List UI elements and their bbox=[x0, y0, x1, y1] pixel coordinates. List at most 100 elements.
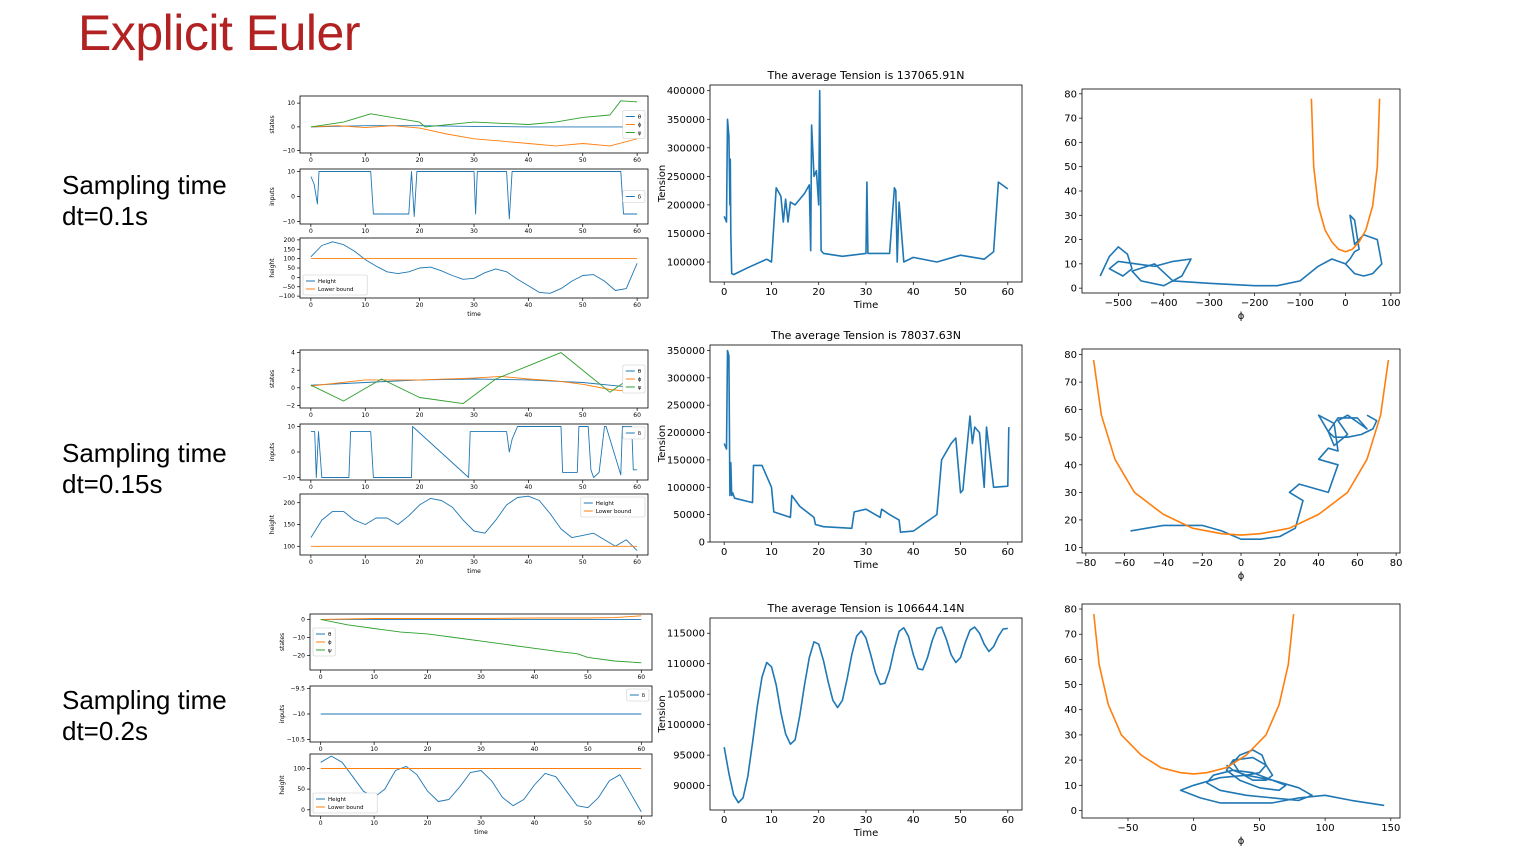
x-tick-label: 60 bbox=[633, 228, 641, 235]
series-line-1 bbox=[1092, 359, 1390, 536]
x-tick-label: 0 bbox=[721, 547, 727, 558]
legend-entry: Lower bound bbox=[328, 805, 364, 811]
series-line-ϕ bbox=[310, 125, 638, 147]
x-tick-label: 30 bbox=[860, 815, 873, 826]
x-tick-label: 10 bbox=[361, 302, 369, 309]
y-tick-label: 200 bbox=[284, 237, 296, 244]
x-tick-label: 0 bbox=[309, 559, 313, 566]
x-tick-label: 10 bbox=[765, 547, 778, 558]
x-tick-label: 150 bbox=[1381, 823, 1400, 834]
chart-r3-phase: −50 0 50 100 150 0 10 20 30 40 50 60 70 80 ϕ bbox=[1064, 603, 1401, 847]
x-tick-label: 10 bbox=[361, 484, 369, 491]
x-tick-label: 30 bbox=[470, 228, 478, 235]
y-tick-label: 10 bbox=[1064, 543, 1077, 554]
y-axis-label: Tension bbox=[657, 425, 668, 463]
x-axis-label: time bbox=[467, 311, 481, 318]
x-tick-label: 50 bbox=[579, 559, 587, 566]
y-tick-label: −100 bbox=[279, 293, 296, 300]
axes-frame bbox=[1081, 603, 1401, 819]
chart-r3-inputs: 0 10 20 30 40 50 60 −10.5 −10 −9.5 inputs δ bbox=[279, 685, 653, 753]
x-tick-label: 10 bbox=[361, 412, 369, 419]
axes-frame bbox=[1081, 348, 1401, 554]
x-tick-label: 10 bbox=[370, 674, 378, 681]
chart-r3-tension: The average Tension is 106644.14N 0 10 20 30… bbox=[657, 602, 1023, 839]
series-line-0 bbox=[723, 626, 1008, 804]
x-tick-label: 30 bbox=[477, 746, 485, 753]
x-tick-label: 50 bbox=[579, 157, 587, 164]
y-tick-label: 90000 bbox=[673, 781, 705, 792]
y-tick-label: 200000 bbox=[667, 200, 705, 211]
x-tick-label: −500 bbox=[1105, 298, 1132, 309]
x-tick-label: 0 bbox=[721, 287, 727, 298]
chart-title: The average Tension is 78037.63N bbox=[770, 329, 961, 342]
y-tick-label: 100 bbox=[294, 766, 306, 773]
x-tick-label: −40 bbox=[1153, 558, 1174, 569]
x-tick-label: 50 bbox=[954, 287, 967, 298]
x-tick-label: 80 bbox=[1390, 558, 1403, 569]
y-tick-label: 250000 bbox=[667, 401, 705, 412]
y-tick-label: 60 bbox=[1064, 138, 1077, 149]
legend-entry: ψ bbox=[328, 648, 332, 654]
x-tick-label: 50 bbox=[954, 815, 967, 826]
legend-entry: ψ bbox=[638, 385, 642, 391]
y-tick-label: 100 bbox=[284, 543, 296, 550]
y-tick-label: 10 bbox=[1064, 259, 1077, 270]
x-tick-label: −400 bbox=[1150, 298, 1177, 309]
x-tick-label: 10 bbox=[361, 559, 369, 566]
x-tick-label: 40 bbox=[907, 547, 920, 558]
x-tick-label: 30 bbox=[470, 412, 478, 419]
y-axis-label: states bbox=[269, 370, 276, 388]
x-tick-label: 0 bbox=[319, 820, 323, 827]
y-axis-label: height bbox=[269, 258, 276, 278]
y-tick-label: 70 bbox=[1064, 630, 1077, 641]
slide-title: Explicit Euler bbox=[78, 5, 361, 61]
legend-box bbox=[312, 792, 378, 814]
x-tick-label: 40 bbox=[907, 815, 920, 826]
y-tick-label: 30 bbox=[1064, 211, 1077, 222]
chart-r3-states: 0 10 20 30 40 50 60 −20 −10 0 states θϕψ bbox=[279, 613, 653, 681]
x-tick-label: 30 bbox=[860, 287, 873, 298]
x-tick-label: −300 bbox=[1195, 298, 1222, 309]
y-tick-label: 80 bbox=[1064, 605, 1077, 616]
y-tick-label: 0 bbox=[291, 274, 295, 281]
y-tick-label: 0 bbox=[301, 617, 305, 624]
y-tick-label: 30 bbox=[1064, 488, 1077, 499]
y-tick-label: 300000 bbox=[667, 143, 705, 154]
chart-r1-states: 0 10 20 30 40 50 60 −10 0 10 states θϕψ bbox=[269, 95, 649, 164]
series-line-1 bbox=[1093, 614, 1295, 775]
y-tick-label: 300000 bbox=[667, 373, 705, 384]
legend-entry: δ bbox=[642, 693, 646, 699]
legend-entry: ϕ bbox=[328, 640, 332, 646]
series-line-0 bbox=[1179, 749, 1385, 807]
y-tick-label: 100 bbox=[284, 256, 296, 263]
y-tick-label: 50 bbox=[1064, 433, 1077, 444]
chart-r2-tension: The average Tension is 78037.63N 0 10 20 30 4… bbox=[657, 329, 1023, 571]
y-tick-label: 150 bbox=[284, 522, 296, 529]
x-tick-label: 20 bbox=[416, 228, 424, 235]
y-tick-label: −10.5 bbox=[287, 737, 306, 744]
x-tick-label: 10 bbox=[361, 157, 369, 164]
chart-r2-height: 0 10 20 30 40 50 60 100 150 200 time height Height Lo… bbox=[269, 493, 649, 575]
x-tick-label: −100 bbox=[1286, 298, 1313, 309]
x-tick-label: −80 bbox=[1075, 558, 1096, 569]
y-axis-label: Tension bbox=[657, 695, 668, 733]
y-tick-label: 50 bbox=[297, 786, 305, 793]
x-tick-label: −50 bbox=[1117, 823, 1138, 834]
x-tick-label: 20 bbox=[416, 559, 424, 566]
row-label-line1: Sampling time bbox=[62, 685, 227, 715]
legend-entry: Height bbox=[328, 797, 347, 803]
y-tick-label: 10 bbox=[1064, 781, 1077, 792]
x-tick-label: 0 bbox=[1238, 558, 1244, 569]
x-axis-label: ϕ bbox=[1238, 836, 1245, 847]
axes-frame bbox=[709, 344, 1023, 543]
x-tick-label: 10 bbox=[361, 228, 369, 235]
legend-entry: δ bbox=[638, 195, 642, 201]
x-tick-label: 40 bbox=[525, 157, 533, 164]
y-tick-label: −20 bbox=[292, 653, 305, 660]
x-tick-label: 50 bbox=[954, 547, 967, 558]
series-line-ψ bbox=[310, 352, 627, 405]
x-tick-label: 0 bbox=[309, 412, 313, 419]
y-tick-label: 100000 bbox=[667, 483, 705, 494]
legend-entry: θ bbox=[328, 632, 332, 638]
y-tick-label: 60 bbox=[1064, 405, 1077, 416]
